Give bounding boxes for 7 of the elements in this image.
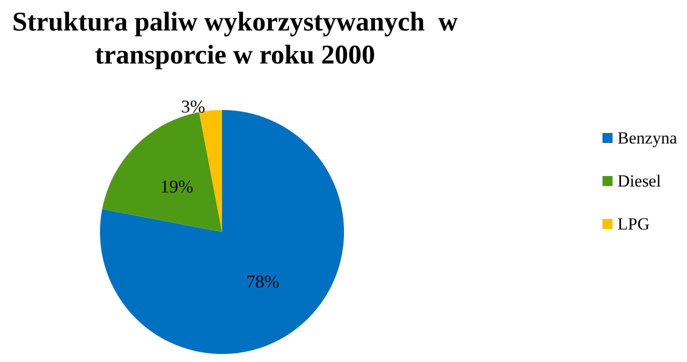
- legend-label: Diesel: [618, 172, 662, 190]
- legend-label: Benzyna: [618, 128, 678, 148]
- data-label: 78%: [246, 271, 280, 292]
- data-label: 19%: [160, 176, 194, 197]
- legend-label: LPG: [618, 214, 650, 234]
- data-label: 3%: [181, 96, 206, 117]
- chart-title: Struktura paliw wykorzystywanych w transporcie w roku 2000: [12, 6, 458, 70]
